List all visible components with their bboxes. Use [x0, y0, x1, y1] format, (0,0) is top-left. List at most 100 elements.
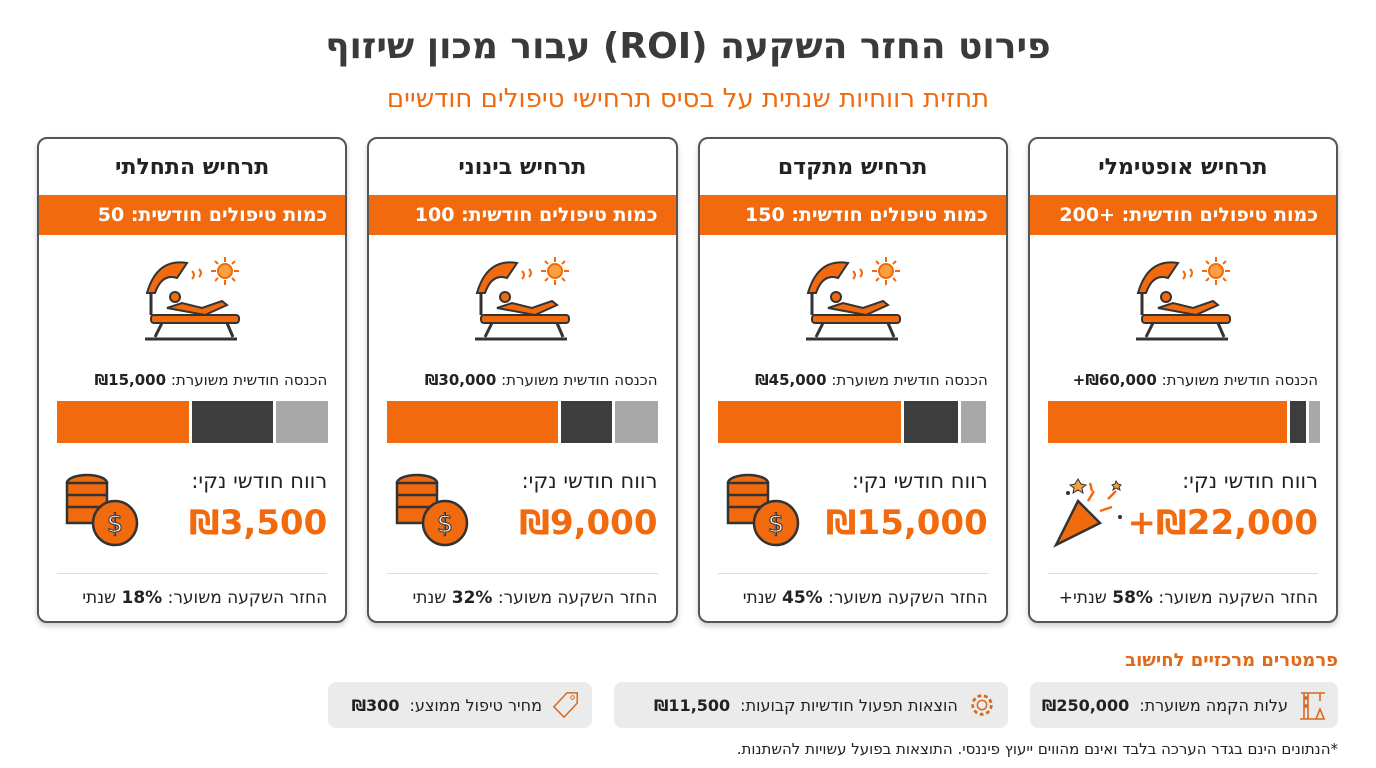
cost-breakdown-bar: [57, 401, 328, 443]
income-label: הכנסה חודשית משוערת:: [170, 371, 328, 389]
income-line: הכנסה חודשית משוערת: ₪60,000+: [1030, 371, 1336, 389]
coins-icon: $: [396, 473, 469, 547]
bar-segment-fixed: [192, 401, 274, 443]
divider: [717, 573, 988, 574]
roi-line: החזר השקעה משוער: 18% שנתי: [39, 588, 345, 608]
divider: [387, 573, 658, 574]
income-value: ₪30,000: [424, 371, 497, 389]
scenario-cards: תרחיש אופטימלי כמות טיפולים חודשית: +200…: [37, 137, 1338, 623]
svg-text:$: $: [767, 509, 784, 539]
party-popper-icon: [1052, 478, 1122, 548]
treatments-band: כמות טיפולים חודשית: 150: [699, 195, 1006, 235]
params-title: פרמטרים מרכזיים לחישוב: [1125, 650, 1338, 671]
profit-label: רווח חודשי נקי:: [851, 469, 988, 493]
bar-segment-fixed: [560, 401, 612, 443]
roi-value: 45%: [781, 588, 823, 608]
roi-label: החזר השקעה משוער:: [828, 588, 988, 608]
price-tag-icon: [552, 692, 578, 719]
income-label: הכנסה חודשית משוערת:: [501, 371, 658, 389]
roi-value: 58%: [1112, 588, 1153, 608]
card-title: תרחיש מתקדם: [777, 155, 928, 180]
bar-segment-other: [614, 401, 659, 443]
param-label: עלות הקמה משוערת:: [1139, 695, 1288, 715]
profit-block: רווח חודשי נקי: ₪9,000 $: [369, 469, 675, 569]
param-operating-costs: הוצאות תפעול חודשיות קבועות: ₪11,500: [613, 682, 1008, 728]
bar-segment-other: [1309, 401, 1320, 443]
divider: [1047, 573, 1318, 574]
tanning-bed-icon: [1135, 257, 1231, 341]
bar-segment-fixed: [1289, 401, 1307, 443]
profit-block: רווח חודשי נקי: ₪22,000+: [1030, 469, 1336, 569]
param-value: ₪250,000: [1041, 695, 1130, 715]
income-value: ₪45,000: [755, 371, 827, 389]
roi-label: החזר השקעה משוער:: [167, 588, 328, 608]
treatments-band: כמות טיפולים חודשית: 50: [39, 195, 346, 235]
tanning-bed-icon: [145, 257, 241, 341]
roi-value: 18%: [121, 588, 163, 608]
bar-segment-profit: [57, 401, 190, 443]
divider: [57, 573, 328, 574]
roi-suffix: שנתי: [742, 588, 777, 608]
param-treatment-price: מחיר טיפול ממוצע: ₪300: [327, 682, 592, 728]
param-setup-cost: עלות הקמה משוערת: ₪250,000: [1029, 682, 1338, 728]
profit-value: ₪3,500: [188, 503, 328, 543]
income-line: הכנסה חודשית משוערת: ₪30,000: [369, 371, 675, 389]
tanning-bed-icon: [475, 257, 571, 341]
cost-breakdown-bar: [1047, 401, 1320, 443]
roi-line: החזר השקעה משוער: 58% שנתי+: [1030, 588, 1336, 608]
svg-text:$: $: [107, 509, 124, 539]
profit-value: ₪22,000+: [1127, 503, 1318, 543]
treatments-band: כמות טיפולים חודשית: 100: [369, 195, 676, 235]
income-line: הכנסה חודשית משוערת: ₪45,000: [700, 371, 1006, 389]
svg-text:$: $: [437, 509, 454, 539]
card-title: תרחיש אופטימלי: [1098, 155, 1268, 180]
roi-line: החזר השקעה משוער: 45% שנתי: [700, 588, 1006, 608]
bar-segment-profit: [717, 401, 902, 443]
profit-value: ₪15,000: [825, 503, 988, 543]
bar-segment-other: [961, 401, 986, 443]
scenario-card: תרחיש מתקדם כמות טיפולים חודשית: 150 הכנ…: [697, 137, 1008, 623]
param-value: ₪300: [351, 695, 400, 715]
param-label: הוצאות תפעול חודשיות קבועות:: [740, 695, 958, 715]
bar-segment-fixed: [904, 401, 959, 443]
cost-breakdown-bar: [717, 401, 988, 443]
gear-icon: [971, 694, 993, 716]
crane-icon: [1300, 692, 1326, 720]
roi-line: החזר השקעה משוער: 32% שנתי: [369, 588, 675, 608]
disclaimer-note: *הנתונים הינם בגדר הערכה בלבד ואינם מהוו…: [736, 740, 1338, 758]
treatments-band: כמות טיפולים חודשית: +200: [1029, 195, 1336, 235]
params-list: עלות הקמה משוערת: ₪250,000 הוצאות תפעול …: [327, 682, 1338, 728]
coins-icon: $: [726, 473, 799, 547]
tanning-bed-icon: [805, 257, 901, 341]
cost-breakdown-bar: [387, 401, 659, 443]
profit-value: ₪9,000: [519, 503, 658, 543]
bar-segment-other: [276, 401, 328, 443]
profit-label: רווח חודשי נקי:: [1182, 469, 1318, 493]
income-label: הכנסה חודשית משוערת:: [1161, 371, 1318, 389]
roi-suffix: שנתי: [82, 588, 117, 608]
scenario-card: תרחיש התחלתי כמות טיפולים חודשית: 50 הכנ…: [37, 137, 348, 623]
roi-label: החזר השקעה משוער:: [497, 588, 658, 608]
roi-suffix: שנתי: [412, 588, 447, 608]
param-label: מחיר טיפול ממוצע:: [409, 695, 542, 715]
income-line: הכנסה חודשית משוערת: ₪15,000: [39, 371, 345, 389]
income-value: ₪60,000+: [1072, 371, 1157, 389]
bar-segment-profit: [387, 401, 558, 443]
profit-block: רווח חודשי נקי: ₪15,000 $: [700, 469, 1006, 569]
roi-suffix: שנתי+: [1058, 588, 1107, 608]
roi-label: החזר השקעה משוער:: [1158, 588, 1318, 608]
page-subtitle: תחזית רווחיות שנתית על בסיס תרחישי טיפול…: [386, 84, 990, 114]
profit-label: רווח חודשי נקי:: [521, 469, 658, 493]
income-value: ₪15,000: [94, 371, 167, 389]
param-value: ₪11,500: [653, 695, 731, 715]
roi-value: 32%: [451, 588, 493, 608]
income-label: הכנסה חודשית משוערת:: [831, 371, 988, 389]
coins-icon: $: [65, 473, 139, 547]
bar-segment-profit: [1047, 401, 1287, 443]
card-title: תרחיש התחלתי: [114, 155, 270, 180]
card-title: תרחיש בינוני: [458, 155, 587, 180]
page-title: פירוט החזר השקעה (ROI) עבור מכון שיזוף: [325, 26, 1051, 67]
profit-label: רווח חודשי נקי:: [191, 469, 328, 493]
scenario-card: תרחיש בינוני כמות טיפולים חודשית: 100 הכ…: [367, 137, 678, 623]
profit-block: רווח חודשי נקי: ₪3,500 $: [39, 469, 345, 569]
